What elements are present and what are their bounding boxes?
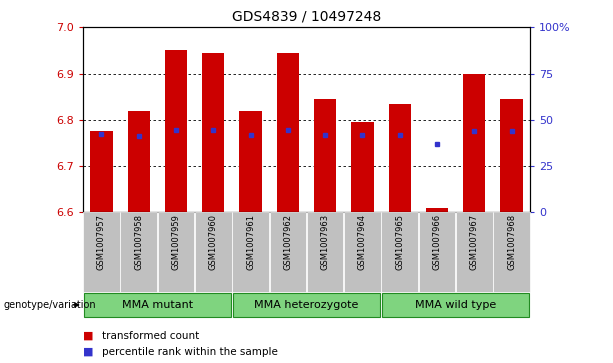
Text: GDS4839 / 10497248: GDS4839 / 10497248 xyxy=(232,9,381,23)
Bar xyxy=(128,111,150,212)
Bar xyxy=(381,212,418,292)
Text: GSM1007963: GSM1007963 xyxy=(321,214,330,270)
Bar xyxy=(382,293,530,317)
Bar xyxy=(344,212,381,292)
Text: transformed count: transformed count xyxy=(102,331,200,341)
Text: genotype/variation: genotype/variation xyxy=(3,300,96,310)
Bar xyxy=(307,212,343,292)
Bar xyxy=(232,212,269,292)
Bar xyxy=(419,212,455,292)
Text: GSM1007964: GSM1007964 xyxy=(358,214,367,270)
Bar xyxy=(165,50,187,212)
Bar xyxy=(270,212,306,292)
Text: MMA mutant: MMA mutant xyxy=(122,300,193,310)
Text: GSM1007961: GSM1007961 xyxy=(246,214,255,270)
Text: ■: ■ xyxy=(83,347,93,357)
Bar xyxy=(202,53,224,212)
Bar xyxy=(90,131,113,212)
Text: GSM1007960: GSM1007960 xyxy=(209,214,218,270)
Bar xyxy=(426,208,448,212)
Bar xyxy=(83,293,231,317)
Bar xyxy=(389,103,411,212)
Text: GSM1007957: GSM1007957 xyxy=(97,214,106,270)
Text: GSM1007967: GSM1007967 xyxy=(470,214,479,270)
Bar xyxy=(240,111,262,212)
Text: GSM1007968: GSM1007968 xyxy=(507,214,516,270)
Bar xyxy=(195,212,232,292)
Text: ■: ■ xyxy=(83,331,93,341)
Text: MMA heterozygote: MMA heterozygote xyxy=(254,300,359,310)
Bar xyxy=(83,212,120,292)
Text: GSM1007958: GSM1007958 xyxy=(134,214,143,270)
Bar xyxy=(233,293,380,317)
Text: GSM1007962: GSM1007962 xyxy=(283,214,292,270)
Bar xyxy=(158,212,194,292)
Bar xyxy=(351,122,374,212)
Text: MMA wild type: MMA wild type xyxy=(415,300,497,310)
Text: percentile rank within the sample: percentile rank within the sample xyxy=(102,347,278,357)
Text: GSM1007966: GSM1007966 xyxy=(433,214,441,270)
Bar xyxy=(493,212,530,292)
Bar xyxy=(456,212,493,292)
Bar xyxy=(463,74,485,212)
Bar xyxy=(500,99,523,212)
Bar xyxy=(120,212,157,292)
Bar xyxy=(276,53,299,212)
Text: GSM1007959: GSM1007959 xyxy=(172,214,180,270)
Bar xyxy=(314,99,337,212)
Text: GSM1007965: GSM1007965 xyxy=(395,214,404,270)
